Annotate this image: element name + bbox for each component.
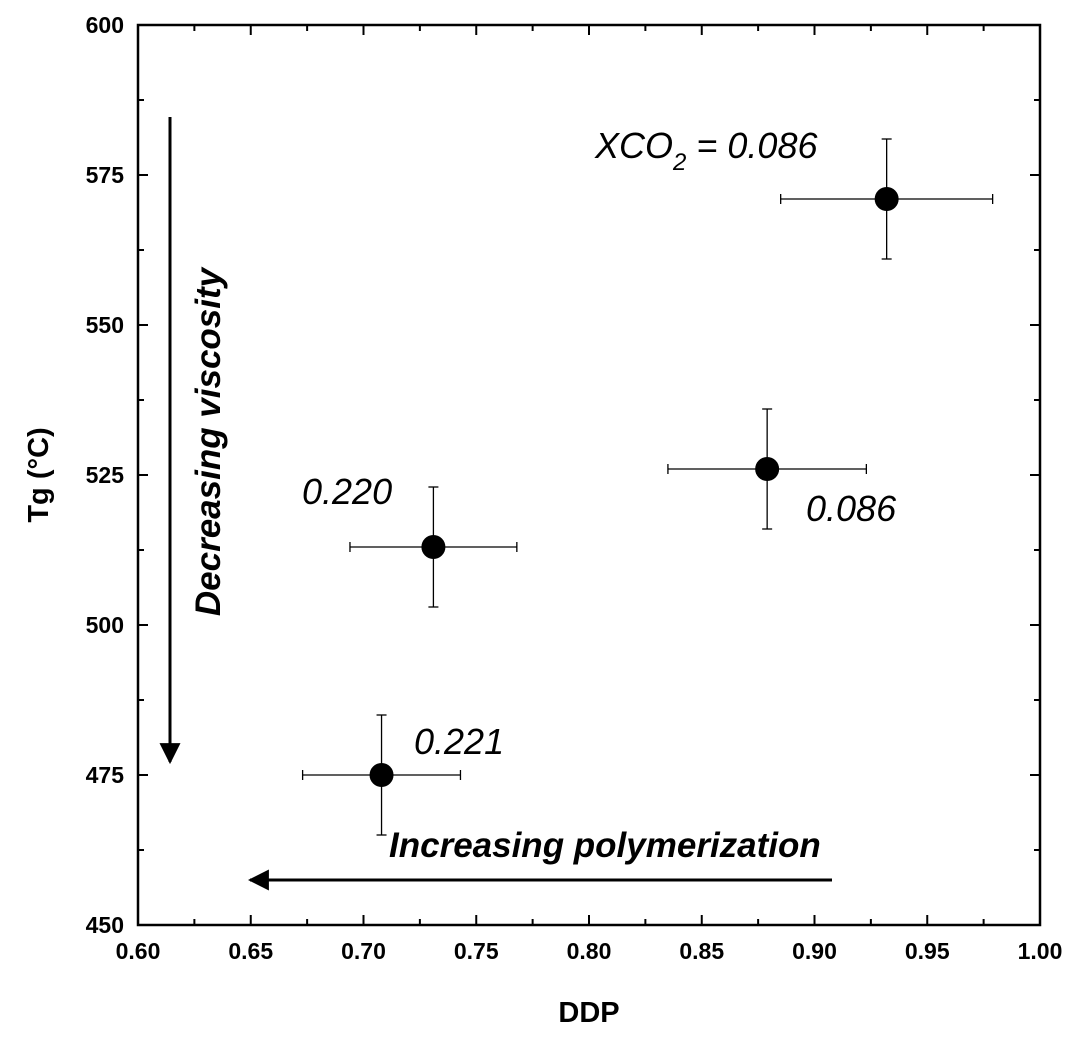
data-point-group [349, 486, 518, 608]
x-tick-label: 0.65 [228, 938, 273, 964]
point-label-xco2-value: = 0.086 [686, 125, 818, 166]
data-points [301, 138, 994, 836]
x-tick-label: 0.75 [454, 938, 499, 964]
x-tick-label: 0.85 [679, 938, 724, 964]
data-point-group [780, 138, 994, 260]
data-point-marker [421, 535, 446, 559]
y-tick-label: 575 [86, 162, 125, 188]
y-axis-title: Tg (°C) [23, 427, 55, 522]
data-point-marker [755, 457, 780, 481]
decreasing-viscosity-label: Decreasing viscosity [189, 266, 228, 616]
data-point-group [301, 714, 462, 836]
x-tick-label: 0.95 [905, 938, 950, 964]
plot-frame [136, 23, 1042, 927]
y-tick-label: 550 [86, 312, 124, 338]
point-label-xco2-subscript: 2 [672, 149, 686, 176]
y-tick-label: 600 [86, 12, 124, 38]
x-tick-label: 0.60 [116, 938, 161, 964]
x-axis-title: DDP [558, 997, 619, 1029]
y-tick-label: 525 [86, 462, 125, 488]
y-tick-label: 500 [86, 612, 124, 638]
x-tick-label: 1.00 [1018, 938, 1063, 964]
axis-ticks [137, 24, 1041, 926]
axis-tick-labels: 0.60 0.65 0.70 0.75 0.80 0.85 0.90 0.95 1.00 450 4… [86, 12, 1063, 964]
x-tick-label: 0.90 [792, 938, 837, 964]
x-tick-label: 0.80 [567, 938, 612, 964]
point-label-0-221: 0.221 [414, 721, 504, 762]
y-tick-label: 475 [86, 762, 125, 788]
point-label-xco2: XCO2 = 0.086 [594, 125, 818, 176]
data-point-marker [369, 763, 394, 787]
point-label-xco2-prefix: XCO [594, 125, 673, 166]
x-tick-label: 0.70 [341, 938, 386, 964]
point-label-0-220: 0.220 [302, 471, 392, 512]
data-point-marker [874, 187, 899, 211]
y-tick-label: 450 [86, 912, 124, 938]
data-point-group [667, 408, 868, 530]
increasing-polymerization-label: Increasing polymerization [389, 826, 821, 865]
point-label-0-086: 0.086 [806, 488, 897, 529]
